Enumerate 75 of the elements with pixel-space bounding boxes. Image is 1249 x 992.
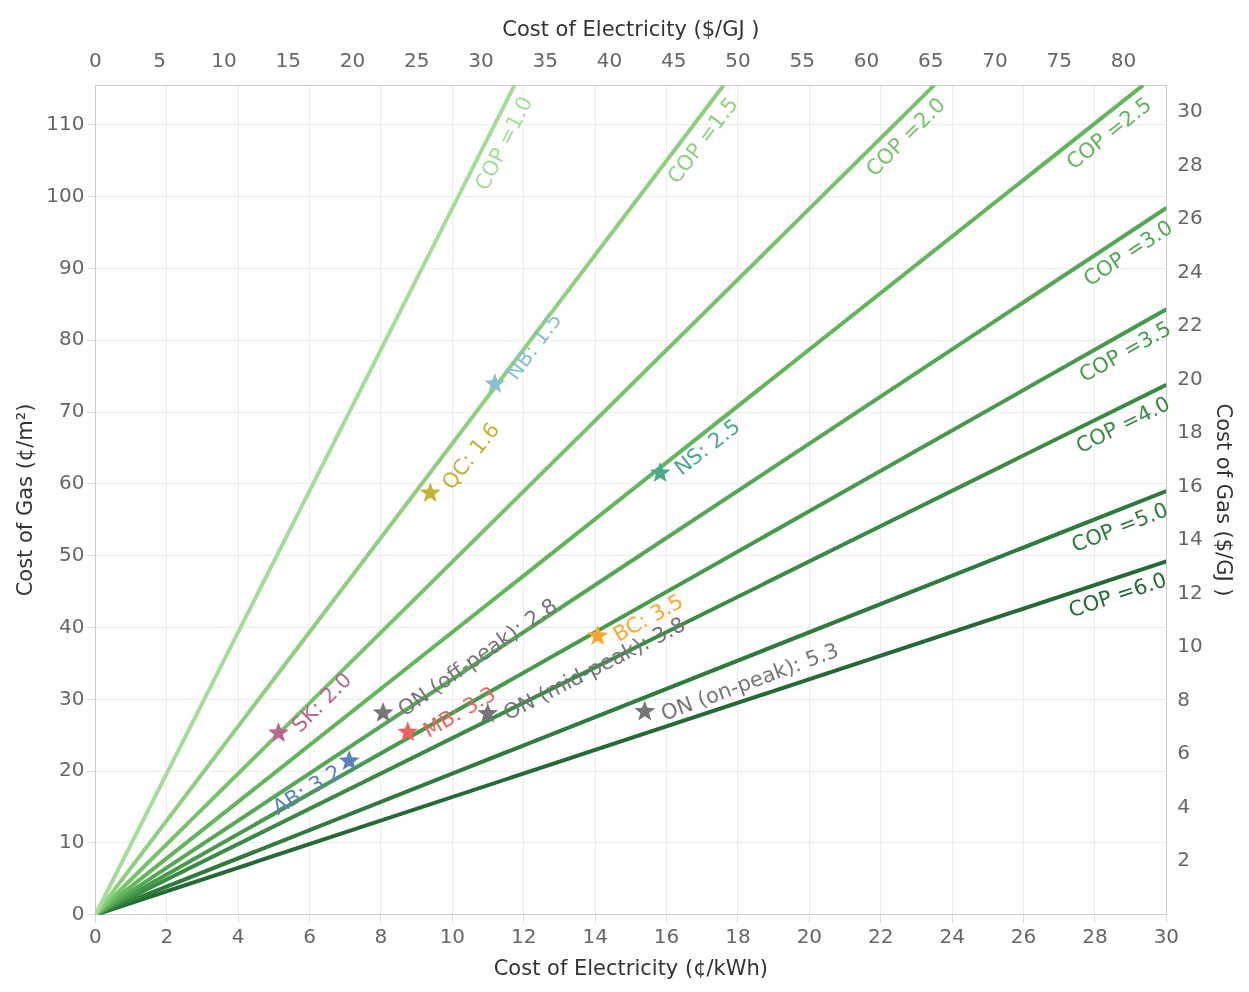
x2-tick-label: 70 bbox=[982, 48, 1008, 73]
x-tick-label: 2 bbox=[160, 924, 174, 948]
y-tick-label: 60 bbox=[58, 470, 85, 495]
y2-tick-label: 28 bbox=[1177, 151, 1203, 176]
text: NB: 1.5 bbox=[501, 308, 567, 385]
text: COP =3.5 bbox=[1075, 316, 1176, 387]
text: NS: 2.5 bbox=[669, 414, 745, 480]
y2-tick-label: 4 bbox=[1177, 793, 1191, 818]
x-tick-label: 28 bbox=[1082, 924, 1108, 948]
x2-tick-label: 65 bbox=[918, 48, 944, 73]
y2-tick-label: 30 bbox=[1177, 98, 1203, 123]
x2-axis-title: Cost of Electricity ($/GJ ) bbox=[502, 17, 760, 42]
y2-tick-label: 2 bbox=[1177, 847, 1191, 872]
text: COP =6.0 bbox=[1065, 567, 1170, 623]
x2-tick-label: 0 bbox=[89, 48, 102, 73]
y2-tick-label: 14 bbox=[1177, 526, 1203, 551]
x-tick-label: 26 bbox=[1010, 924, 1037, 948]
y2-axis-title: Cost of Gas ($/GJ ) bbox=[1211, 403, 1236, 597]
x2-tick-label: 20 bbox=[339, 48, 366, 73]
y-tick-label: 10 bbox=[58, 829, 85, 854]
text: AB: 3.2 bbox=[268, 759, 346, 820]
x-tick-label: 10 bbox=[439, 924, 466, 948]
x2-tick-label: 80 bbox=[1110, 48, 1137, 73]
y2-tick-label: 22 bbox=[1177, 312, 1203, 337]
x-tick-label: 20 bbox=[796, 924, 823, 948]
text: COP =1.0 bbox=[469, 92, 538, 195]
x-tick-label: 8 bbox=[374, 924, 388, 948]
y2-tick-label: 16 bbox=[1177, 472, 1203, 497]
x-tick-label: 30 bbox=[1153, 924, 1180, 948]
y-tick-label: 100 bbox=[46, 182, 85, 207]
x-tick-label: 22 bbox=[868, 924, 894, 948]
text: COP =4.0 bbox=[1071, 391, 1174, 458]
x2-tick-label: 50 bbox=[725, 48, 751, 73]
x2-tick-label: 10 bbox=[211, 48, 237, 73]
y-axis-title: Cost of Gas (¢/m²) bbox=[13, 403, 38, 597]
y-tick-label: 30 bbox=[58, 685, 85, 710]
y-tick-label: 40 bbox=[58, 613, 85, 638]
y-tick-label: 110 bbox=[46, 110, 85, 135]
y2-tick-label: 26 bbox=[1177, 205, 1203, 230]
y2-tick-label: 20 bbox=[1177, 365, 1203, 390]
y2-tick-label: 12 bbox=[1177, 579, 1203, 604]
text: COP =5.0 bbox=[1068, 497, 1172, 558]
x-tick-label: 18 bbox=[725, 924, 751, 948]
y-tick-label: 20 bbox=[58, 757, 85, 782]
y-tick-label: 0 bbox=[71, 901, 85, 925]
x2-tick-label: 30 bbox=[468, 48, 494, 73]
y2-tick-label: 18 bbox=[1177, 419, 1203, 444]
x-tick-label: 14 bbox=[582, 924, 608, 948]
x2-tick-label: 55 bbox=[789, 48, 815, 73]
x2-tick-label: 35 bbox=[532, 48, 558, 73]
x-axis-title: Cost of Electricity (¢/kWh) bbox=[493, 955, 769, 980]
x-tick-label: 0 bbox=[89, 924, 102, 948]
y-tick-label: 50 bbox=[58, 541, 85, 566]
text: SK: 2.0 bbox=[286, 667, 357, 738]
y-tick-label: 80 bbox=[58, 326, 85, 351]
y2-tick-label: 8 bbox=[1177, 686, 1191, 711]
x2-tick-label: 75 bbox=[1046, 48, 1073, 73]
y-tick-label: 90 bbox=[58, 254, 85, 279]
y-tick-label: 70 bbox=[58, 398, 85, 423]
x2-tick-label: 25 bbox=[403, 48, 430, 73]
x2-tick-label: 40 bbox=[596, 48, 623, 73]
x-tick-label: 12 bbox=[511, 924, 537, 948]
x2-tick-label: 60 bbox=[853, 48, 880, 73]
x2-tick-label: 5 bbox=[153, 48, 166, 73]
x-tick-label: 4 bbox=[231, 924, 245, 948]
text: QC: 1.6 bbox=[436, 417, 505, 495]
text: COP =3.0 bbox=[1079, 215, 1178, 291]
x2-tick-label: 45 bbox=[661, 48, 687, 73]
y2-tick-label: 24 bbox=[1177, 258, 1203, 283]
y2-tick-label: 6 bbox=[1177, 740, 1191, 765]
x2-tick-label: 15 bbox=[275, 48, 301, 73]
y2-tick-label: 10 bbox=[1177, 633, 1203, 658]
x-tick-label: 24 bbox=[939, 924, 965, 948]
x-tick-label: 6 bbox=[303, 924, 316, 948]
x-tick-label: 16 bbox=[653, 924, 680, 948]
